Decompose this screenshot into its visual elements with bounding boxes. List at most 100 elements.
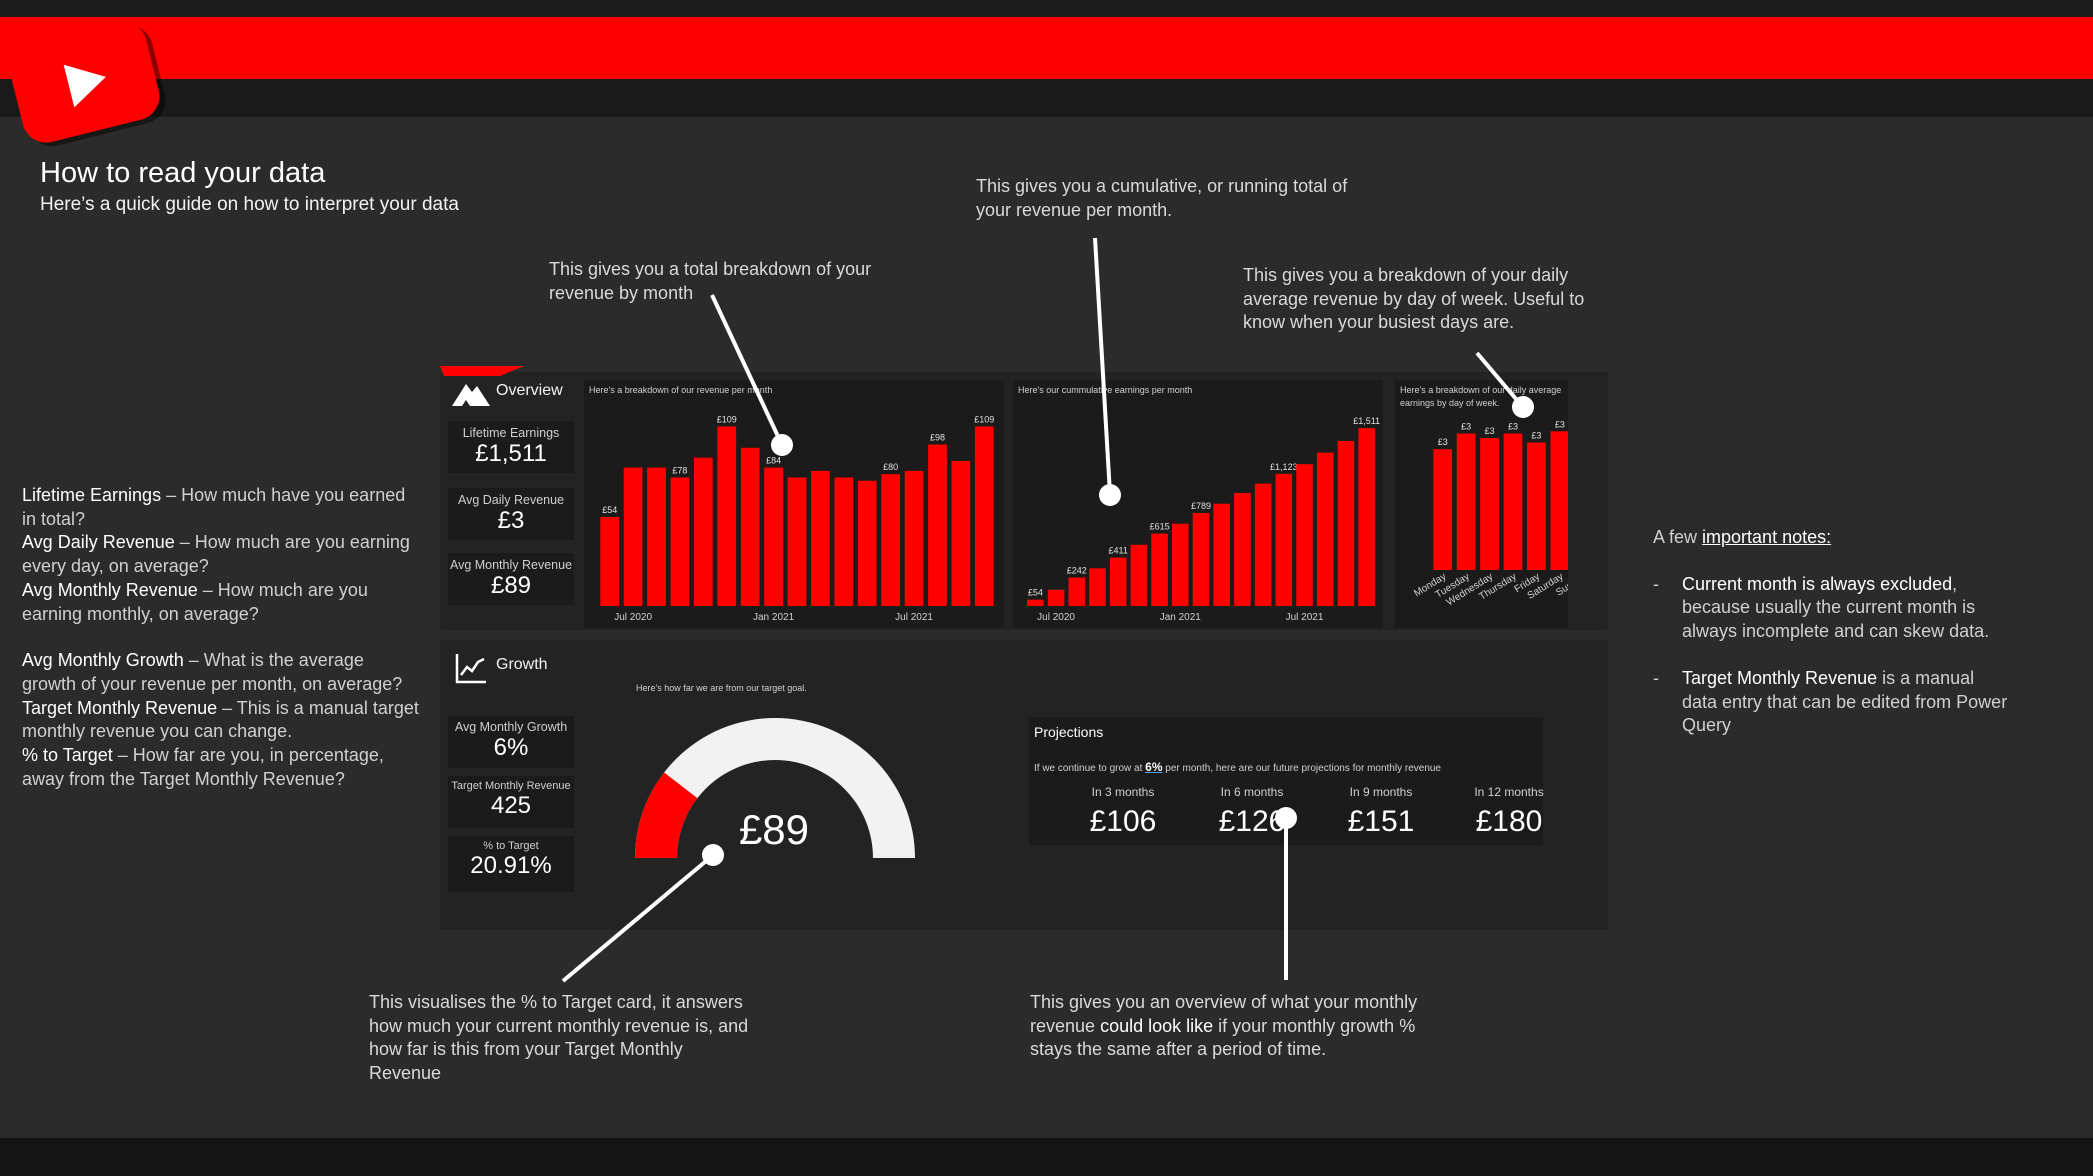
monthly-revenue-bar: [811, 470, 830, 606]
monthly-revenue-chart: £54 £78 £109 £84 £80 £98 £109 Jul 2020 Jan 2021 J…: [600, 414, 994, 623]
monthly-revenue-bar: [787, 477, 807, 606]
cumulative-earnings-bar: [1089, 568, 1106, 606]
monthly-revenue-data-label: £80: [883, 462, 898, 472]
monthly-revenue-data-label: £54: [602, 505, 617, 515]
page-subtitle: Here’s a quick guide on how to interpret…: [40, 194, 459, 215]
daily-average-data-label: £3: [1531, 431, 1541, 441]
cumulative-earnings-data-label: £1,511: [1353, 416, 1380, 426]
monthly-revenue-bar: [600, 517, 620, 606]
cumulative-earnings-data-label: £411: [1108, 546, 1127, 556]
black-banner: [0, 79, 2093, 117]
monthly-revenue-bar: [693, 457, 713, 606]
cumulative-earnings-bar: [1254, 483, 1272, 606]
cumulative-earnings-data-label: £242: [1067, 566, 1087, 576]
gauge-fill: [635, 772, 698, 858]
cumulative-earnings-bar: [1296, 464, 1313, 606]
daily-average-bar: [1433, 449, 1453, 570]
avg-monthly-growth-card: Avg Monthly Growth 6%: [448, 716, 574, 768]
gauge-track: [635, 718, 915, 858]
target-gauge: [635, 718, 915, 858]
red-corner-accent: [440, 366, 524, 376]
target-monthly-revenue-card: Target Monthly Revenue 425: [448, 776, 574, 828]
cumulative-earnings-chart: £54 £242 £411 £615 £789 £1,123 £1,511 Jul 2020 J…: [1027, 416, 1380, 623]
definition-monthly: Avg Monthly Revenue – How much are you e…: [22, 579, 368, 624]
daily-average-data-label: £3: [1461, 422, 1471, 432]
gauge-caption: Here's how far we are from our target go…: [636, 683, 807, 693]
x-tick-label: Jul 2020: [1037, 612, 1075, 623]
daily-average-bar: [1527, 442, 1546, 570]
daily-average-bar: [1503, 433, 1523, 570]
daily-average-chart: £3£3£3£3£3£3£3MondayTuesdayWednesdayThur…: [1412, 419, 1568, 608]
important-notes: A few important notes: - Current month i…: [1653, 526, 2013, 738]
projections-card: Projections If we continue to grow at 6%…: [1029, 717, 1544, 845]
monthly-revenue-data-label: £98: [930, 432, 945, 442]
note-current-month: - Current month is always excluded, beca…: [1653, 573, 1990, 642]
monthly-revenue-data-label: £84: [766, 456, 781, 466]
cumulative-earnings-bar: [1027, 599, 1044, 606]
youtube-logo-icon: [9, 21, 166, 147]
monthly-revenue-data-label: £109: [717, 414, 737, 424]
cumulative-earnings-bar: [1213, 503, 1230, 606]
cumulative-earnings-bar: [1151, 533, 1168, 606]
bottom-strip: [0, 1138, 2093, 1176]
monthly-revenue-bar: [647, 467, 666, 606]
cumulative-earnings-bar: [1234, 492, 1251, 606]
definition-daily: Avg Daily Revenue – How much are you ear…: [22, 532, 410, 577]
daily-average-data-label: £3: [1485, 426, 1495, 436]
monthly-revenue-bar: [904, 470, 924, 606]
top-strip: [0, 0, 2093, 17]
cumulative-earnings-bar: [1316, 452, 1334, 606]
note-target-revenue: - Target Monthly Revenue is a manual dat…: [1653, 667, 2008, 736]
daily-average-chart-card: Here's a breakdown of our daily average …: [1395, 380, 1568, 628]
monthly-revenue-bar: [857, 480, 877, 606]
red-banner: [0, 17, 2093, 79]
cumulative-earnings-bar: [1130, 544, 1148, 606]
daily-average-bar: [1456, 433, 1476, 570]
monthly-revenue-data-label: £78: [672, 465, 687, 475]
annotation-projections: This gives you an overview of what your …: [1030, 992, 1418, 1059]
projection-12-months: In 12 months £180: [1474, 785, 1544, 838]
monthly-revenue-bar: [928, 444, 947, 606]
annotation-daily: This gives you a breakdown of your daily…: [1243, 265, 1585, 332]
gauge-value: £89: [738, 806, 810, 853]
cumulative-earnings-data-label: £615: [1150, 522, 1170, 532]
definition-target: Target Monthly Revenue – This is a manua…: [22, 697, 419, 742]
monthly-revenue-bar: [834, 477, 854, 606]
definition-growth: Avg Monthly Growth – What is the average…: [22, 650, 403, 694]
cumulative-earnings-bar: [1358, 428, 1375, 606]
monthly-revenue-bar: [740, 447, 760, 606]
annotation-monthly-breakdown: This gives you a total breakdown of your…: [549, 259, 872, 303]
daily-average-data-label: £3: [1555, 419, 1565, 429]
cumulative-earnings-data-label: £789: [1191, 501, 1211, 511]
definition-pct-target: % to Target – How far are you, in percen…: [22, 745, 384, 789]
cumulative-earnings-bar: [1068, 577, 1086, 606]
cumulative-earnings-bar: [1275, 473, 1293, 606]
cumulative-earnings-data-label: £1,123: [1270, 462, 1298, 472]
avg-monthly-revenue-card: Avg Monthly Revenue £89: [448, 553, 574, 605]
projections-subtitle: If we continue to grow at 6% per month, …: [1034, 760, 1441, 774]
annotation-cumulative: This gives you a cumulative, or running …: [976, 176, 1348, 220]
cumulative-earnings-bar: [1172, 523, 1189, 606]
overview-title: Overview: [496, 382, 563, 399]
cumulative-earnings-chart-card: Here's our cummulative earnings per mont…: [1013, 380, 1383, 628]
projection-6-months: In 6 months £126: [1218, 785, 1286, 838]
growth-title: Growth: [496, 656, 548, 673]
definitions-list: Lifetime Earnings – How much have you ea…: [22, 484, 422, 791]
cumulative-earnings-bar: [1109, 557, 1127, 606]
projection-9-months: In 9 months £151: [1347, 785, 1415, 838]
monthly-revenue-data-label: £109: [974, 414, 994, 424]
cumulative-earnings-bar: [1192, 513, 1210, 606]
monthly-revenue-bar: [623, 467, 643, 606]
avg-daily-revenue-card: Avg Daily Revenue £3: [448, 488, 574, 540]
x-tick-label: Jan 2021: [753, 612, 795, 623]
annotation-gauge: This visualises the % to Target card, it…: [369, 992, 749, 1083]
projections-title: Projections: [1034, 724, 1104, 740]
daily-average-bar: [1550, 431, 1568, 570]
daily-average-data-label: £3: [1438, 437, 1448, 447]
notes-heading: A few important notes:: [1653, 527, 1832, 547]
x-tick-label: Jul 2021: [895, 612, 933, 623]
monthly-revenue-bar: [974, 426, 994, 606]
cumulative-earnings-data-label: £54: [1028, 588, 1043, 598]
line-chart-icon: [455, 654, 486, 684]
monthly-revenue-chart-card: Here's a breakdown of our revenue per mo…: [584, 380, 1004, 628]
